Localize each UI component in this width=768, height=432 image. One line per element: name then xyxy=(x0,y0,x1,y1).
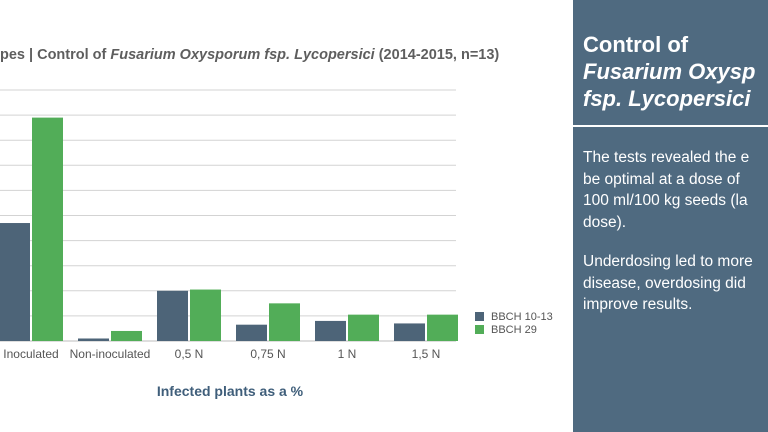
chart-title-pathogen: Fusarium Oxysporum fsp. Lycopersici xyxy=(110,47,375,63)
paragraph-1-line: dose). xyxy=(583,213,627,231)
paragraph-1-line: be optimal at a dose of xyxy=(583,170,740,188)
legend-label-series-1: BBCH 10-13 xyxy=(491,310,553,323)
x-tick-label: 1,5 N xyxy=(412,347,441,361)
panel-heading-line-2: Fusarium Oxysp xyxy=(583,59,756,84)
bar-series-2 xyxy=(348,314,379,341)
x-tick-label: 0,5 N xyxy=(175,347,204,361)
panel-heading-line-3: fsp. Lycopersici xyxy=(583,86,751,111)
paragraph-2-line: disease, overdosing did xyxy=(583,274,746,292)
bar-series-2 xyxy=(111,330,142,341)
panel-divider xyxy=(573,125,768,127)
legend-item-series-2: BBCH 29 xyxy=(475,323,553,336)
legend-swatch-series-1 xyxy=(475,312,484,321)
chart-title-prefix: pes | Control of xyxy=(0,47,111,63)
bar-series-1 xyxy=(236,324,267,341)
paragraph-1-line: 100 ml/100 kg seeds (la xyxy=(583,192,748,209)
summary-panel: Control of Fusarium Oxysp fsp. Lycopersi… xyxy=(573,0,768,432)
x-axis-label: Infected plants as a % xyxy=(156,383,304,399)
legend-label-series-2: BBCH 29 xyxy=(491,323,537,336)
paragraph-2-line: Underdosing led to more xyxy=(583,253,753,270)
bar-series-2 xyxy=(32,117,63,341)
bar-series-2 xyxy=(427,314,458,341)
chart-title-suffix: (2014-2015, n=13) xyxy=(374,47,500,63)
panel-heading: Control of Fusarium Oxysp fsp. Lycopersi… xyxy=(583,31,768,112)
paragraph-1-line: The tests revealed the e xyxy=(583,149,750,166)
panel-paragraph-1: The tests revealed the e be optimal at a… xyxy=(583,147,768,233)
chart-title: pes | Control of Fusarium Oxysporum fsp.… xyxy=(0,47,560,63)
x-tick-label: Inoculated xyxy=(3,347,58,361)
legend: BBCH 10-13 BBCH 29 xyxy=(475,310,553,336)
bar-series-1 xyxy=(394,323,425,341)
bar-series-1 xyxy=(315,320,346,341)
panel-paragraph-2: Underdosing led to more disease, overdos… xyxy=(583,251,768,316)
bar-series-1 xyxy=(78,338,109,341)
panel-heading-line-1: Control of xyxy=(583,32,689,57)
x-tick-label: 0,75 N xyxy=(250,347,285,361)
bar-series-2 xyxy=(269,303,300,341)
x-tick-label: 1 N xyxy=(338,347,357,361)
bar-chart: Inoculated Non-inoculated 0,5 N 0,75 N 1 N 1,… xyxy=(0,89,458,361)
paragraph-2-line: improve results. xyxy=(583,296,693,313)
bar-series-1 xyxy=(0,223,30,341)
bar-series-1 xyxy=(157,290,188,341)
bar-series-2 xyxy=(190,289,221,341)
legend-swatch-series-2 xyxy=(475,325,484,334)
x-tick-label: Non-inoculated xyxy=(70,347,151,361)
legend-item-series-1: BBCH 10-13 xyxy=(475,310,553,323)
